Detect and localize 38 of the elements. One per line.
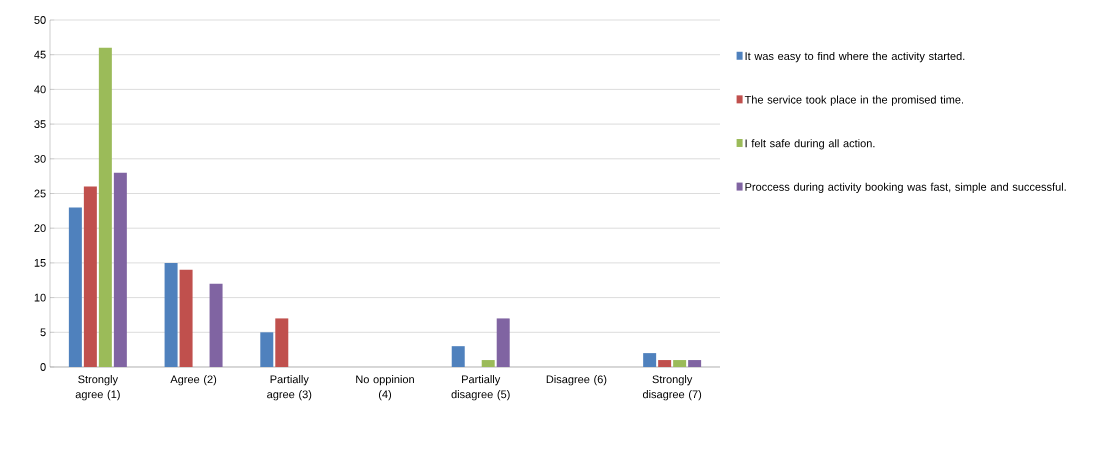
bar: [658, 360, 672, 367]
x-tick-label: Disagree (6): [546, 375, 607, 386]
bar: [481, 360, 495, 367]
x-tick-label: No oppinion (4): [356, 375, 414, 401]
bar: [113, 172, 127, 367]
bar: [68, 207, 82, 367]
bar: [98, 47, 112, 367]
y-tick-label: 45: [34, 50, 46, 59]
x-tick-label: Partially disagree (5): [451, 375, 510, 401]
bar: [275, 318, 289, 367]
bar: [673, 360, 687, 367]
bar: [451, 346, 465, 367]
y-tick-label: 25: [34, 189, 46, 198]
legend-label: The service took place in the promised time.: [744, 95, 964, 106]
bar: [688, 360, 702, 367]
bar: [260, 332, 274, 367]
y-tick-label: 35: [34, 120, 46, 128]
legend-label: I felt safe during all action.: [745, 139, 875, 150]
y-tick-label: 5: [40, 328, 46, 337]
y-tick-label: 20: [34, 224, 46, 233]
bar: [179, 269, 193, 367]
bar: [496, 318, 510, 367]
bar: [83, 186, 97, 367]
legend-label: Proccess during activity booking was fast, simple and successful.: [745, 182, 1066, 194]
x-tick-label: Agree (2): [170, 375, 217, 386]
bar: [209, 283, 223, 367]
x-tick-label: Strongly agree (1): [75, 375, 120, 401]
bar: [164, 262, 178, 367]
x-tick-label: Strongly disagree (7): [642, 375, 702, 401]
y-tick-label: 50: [34, 16, 46, 24]
bar: [643, 353, 657, 367]
y-tick-label: 15: [34, 259, 46, 267]
y-tick-label: 10: [34, 293, 46, 302]
y-tick-label: 0: [40, 363, 46, 371]
legend-label: It was easy to find where the activity started.: [745, 51, 965, 63]
y-tick-label: 30: [34, 154, 46, 163]
x-tick-label: Partially agree (3): [267, 375, 312, 401]
y-tick-label: 40: [34, 85, 46, 94]
